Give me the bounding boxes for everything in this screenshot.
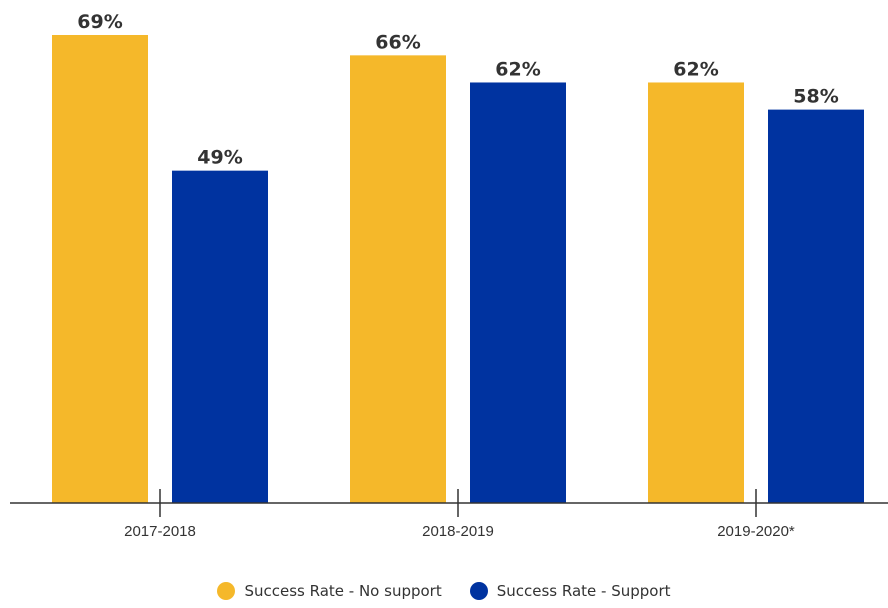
x-tick-label-2019-2020: 2019-2020* (717, 523, 795, 540)
bar-2017-2018-series-0[interactable] (52, 35, 148, 503)
bar-2019-2020-series-1[interactable] (768, 109, 864, 503)
x-tick-label-2018-2019: 2018-2019 (422, 523, 494, 540)
x-ticks-layer (159, 489, 757, 517)
bar-2018-2019-series-0[interactable] (350, 55, 446, 503)
x-tick-labels-layer: 2017-2018 2018-2019 2019-2020* (124, 523, 795, 540)
legend-label-no-support: Success Rate - No support (244, 582, 442, 600)
bar-2019-2020-series-0[interactable] (648, 82, 744, 503)
bar-label-2017-2018-series-0: 69% (77, 11, 122, 33)
bar-label-2019-2020-series-0: 62% (673, 58, 718, 80)
bar-label-2017-2018-series-1: 49% (197, 147, 242, 169)
legend-label-support: Success Rate - Support (496, 582, 671, 600)
bar-label-2018-2019-series-1: 62% (495, 58, 540, 80)
bars-layer (52, 35, 864, 504)
bar-label-2019-2020-series-1: 58% (793, 86, 838, 108)
legend-item-no-support[interactable]: Success Rate - No support (217, 582, 442, 600)
x-tick-label-2017-2018: 2017-2018 (124, 523, 196, 540)
legend-item-support[interactable]: Success Rate - Support (469, 582, 671, 600)
legend-swatch-no-support (217, 582, 236, 600)
bar-labels-layer: 69% 49% 66% 62% 62% 58% (77, 11, 838, 169)
bar-2017-2018-series-1[interactable] (172, 170, 268, 504)
legend-swatch-support (469, 582, 488, 600)
bar-chart: 69%49%66%62% 62%58% 2017-2018 2018-2019 201… (10, 11, 888, 540)
bar-label-2018-2019-series-0: 66% (375, 31, 420, 53)
legend: Success Rate - No support Success Rate -… (0, 582, 888, 600)
bar-2018-2019-series-1[interactable] (470, 82, 566, 503)
